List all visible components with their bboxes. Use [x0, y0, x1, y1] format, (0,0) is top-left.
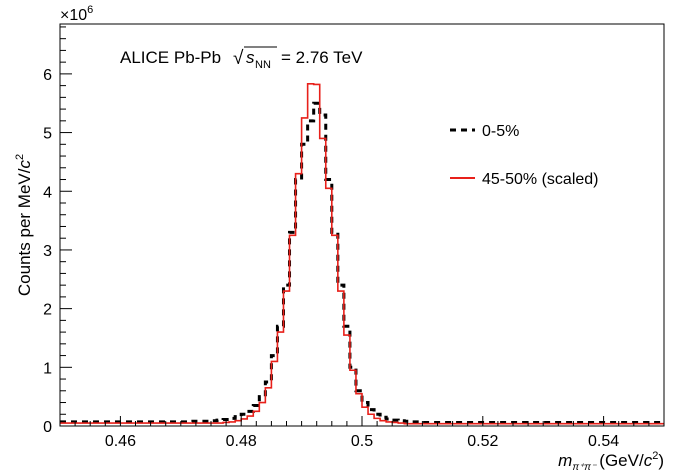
- sqrt-symbol: √: [233, 48, 244, 69]
- s-subscript: NN: [255, 59, 271, 71]
- series-line-0-5: [60, 101, 664, 424]
- x-tick-label: 0.46: [105, 433, 136, 450]
- y-axis-ticks: 0 1 2 3 4 5 6: [43, 26, 72, 436]
- annotation-prefix: ALICE Pb-Pb: [120, 48, 221, 67]
- x-tick-label: 0.52: [467, 433, 498, 450]
- s-symbol: s: [246, 48, 255, 67]
- legend-label-45-50: 45-50% (scaled): [482, 171, 599, 188]
- x-tick-label: 0.48: [226, 433, 257, 450]
- y-tick-label: 2: [43, 302, 52, 319]
- experiment-annotation: ALICE Pb-Pb √ s NN = 2.76 TeV: [120, 46, 363, 71]
- y-tick-label: 3: [43, 243, 52, 260]
- y-tick-label: 6: [43, 67, 52, 84]
- y-multiplier-exponent: 6: [87, 4, 93, 16]
- x-tick-label: 0.54: [588, 433, 619, 450]
- legend: 0-5% 45-50% (scaled): [450, 123, 599, 188]
- plot-frame: [59, 23, 665, 427]
- y-multiplier: ×106: [60, 4, 93, 24]
- series-layer: [60, 83, 664, 425]
- legend-label-0-5: 0-5%: [482, 123, 519, 140]
- y-axis-title: Counts per MeV/c2: [14, 154, 34, 296]
- y-tick-label: 1: [43, 360, 52, 377]
- x-axis-ticks: 0.46 0.48 0.5 0.52 0.54: [59, 416, 665, 450]
- series-line-45-50: [60, 83, 664, 425]
- x-axis-title: mπ⁺π⁻ (GeV/c2): [558, 450, 664, 470]
- y-tick-label: 4: [43, 184, 52, 201]
- annotation-energy: = 2.76 TeV: [281, 48, 363, 67]
- x-tick-label: 0.5: [351, 433, 373, 450]
- y-tick-label: 0: [43, 419, 52, 436]
- y-tick-label: 5: [43, 126, 52, 143]
